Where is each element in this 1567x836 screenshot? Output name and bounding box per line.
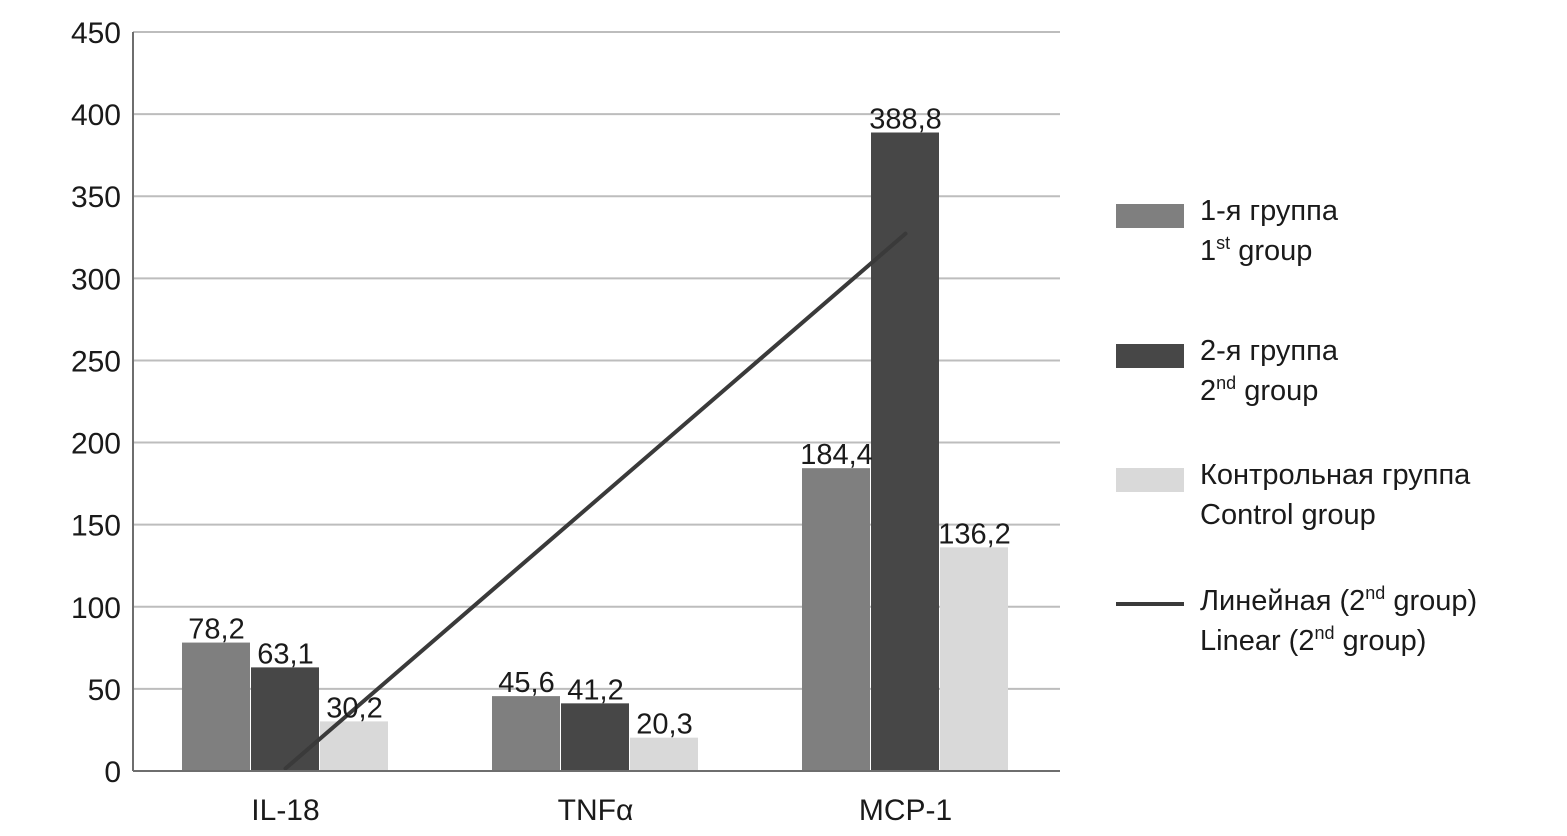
bar <box>561 703 629 771</box>
trendline-group <box>283 231 908 771</box>
y-tick-label: 0 <box>104 756 121 789</box>
y-axis-ticks: 0 50 100 150 200 250 300 350 400 450 <box>71 17 121 789</box>
y-tick-label: 300 <box>71 263 121 296</box>
data-labels: 78,2 63,1 30,2 45,6 41,2 20,3 184,4 388,8 136,2 <box>188 104 1011 741</box>
x-category-label: IL-18 <box>251 794 319 827</box>
legend-label: 2nd group <box>1200 373 1318 407</box>
data-label: 45,6 <box>498 667 554 699</box>
bar <box>492 696 560 771</box>
bar <box>251 667 319 771</box>
y-tick-label: 200 <box>71 428 121 461</box>
gridlines <box>133 31 1060 690</box>
data-label: 41,2 <box>567 674 623 706</box>
legend-label: Control group <box>1200 499 1376 531</box>
x-category-label: MCP-1 <box>859 794 952 827</box>
bars <box>182 132 1008 771</box>
bar <box>940 547 1008 771</box>
y-tick-label: 100 <box>71 592 121 625</box>
data-label: 20,3 <box>636 709 692 741</box>
legend-item: Линейная (2nd group) Linear (2nd group) <box>1116 583 1477 657</box>
data-label: 136,2 <box>938 518 1011 550</box>
legend-label: 1st group <box>1200 233 1312 267</box>
axes <box>132 32 1060 772</box>
legend-label: Контрольная группа <box>1200 459 1471 491</box>
y-tick-label: 150 <box>71 510 121 543</box>
legend-swatch <box>1116 468 1184 492</box>
legend-label: 1-я группа <box>1200 195 1339 227</box>
legend-label: Linear (2nd group) <box>1200 623 1426 657</box>
legend-label: 2-я группа <box>1200 335 1339 367</box>
y-tick-label: 450 <box>71 17 121 50</box>
data-label: 30,2 <box>326 692 382 724</box>
legend-swatch <box>1116 204 1184 228</box>
y-tick-label: 350 <box>71 181 121 214</box>
legend-item: Контрольная группа Control group <box>1116 459 1471 531</box>
data-label: 63,1 <box>257 638 313 670</box>
bar <box>871 132 939 771</box>
x-axis-categories: IL-18 TNFα MCP-1 <box>251 794 952 827</box>
bar <box>182 642 250 771</box>
legend: 1-я группа 1st group 2-я группа 2nd group Ко… <box>1116 195 1477 657</box>
trendline <box>283 231 908 771</box>
legend-label: Линейная (2nd group) <box>1200 583 1477 617</box>
legend-item: 1-я группа 1st group <box>1116 195 1339 267</box>
legend-item: 2-я группа 2nd group <box>1116 335 1339 407</box>
x-category-label: TNFα <box>558 794 634 827</box>
y-tick-label: 400 <box>71 99 121 132</box>
data-label: 78,2 <box>188 614 244 646</box>
bar <box>630 737 698 771</box>
data-label: 184,4 <box>800 439 873 471</box>
data-label: 388,8 <box>869 104 942 136</box>
legend-swatch <box>1116 344 1184 368</box>
y-tick-label: 250 <box>71 345 121 378</box>
y-tick-label: 50 <box>88 674 121 707</box>
bar <box>802 468 870 771</box>
